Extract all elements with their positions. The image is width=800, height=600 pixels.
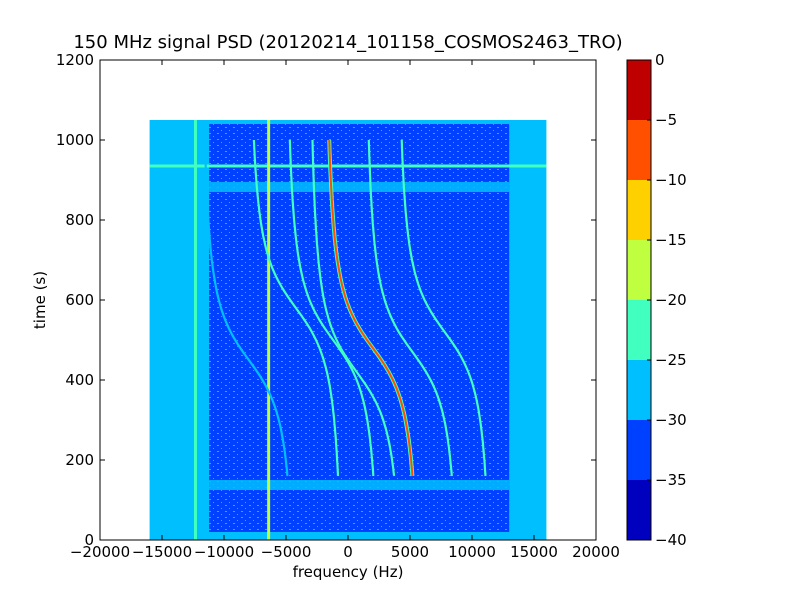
colorbar-segment (627, 240, 651, 300)
x-tick-label: −5000 (261, 543, 312, 561)
colorbar-tick-label: −10 (655, 171, 687, 189)
colorbar-tick-label: −25 (655, 351, 687, 369)
y-tick-label: 800 (65, 211, 94, 229)
colorbar-segment (627, 480, 651, 540)
doppler-track (288, 139, 375, 477)
colorbar-segment (627, 60, 651, 120)
doppler-track (203, 139, 289, 477)
chart-title: 150 MHz signal PSD (20120214_101158_COSM… (73, 32, 622, 53)
colorbar-segment (627, 420, 651, 480)
doppler-track (367, 139, 453, 477)
doppler-track (400, 139, 487, 477)
horizontal-band (149, 164, 547, 168)
interference-strip (209, 480, 510, 490)
colorbar-segment (627, 360, 651, 420)
y-tick-label: 400 (65, 371, 94, 389)
y-axis: 0 200 400 600 800 1000 1200 (56, 51, 596, 549)
x-tick-label: −10000 (194, 543, 254, 561)
x-tick-label: −20000 (70, 543, 130, 561)
x-tick-label: 5000 (391, 543, 429, 561)
y-tick-label: 1000 (56, 131, 94, 149)
carrier-line (193, 120, 197, 540)
colorbar-segment (627, 300, 651, 360)
colorbar-tick-label: −35 (655, 471, 687, 489)
x-tick-label: 0 (343, 543, 353, 561)
colorbar-tick-label: 0 (655, 51, 665, 69)
y-tick-label: 0 (84, 531, 94, 549)
colorbar: −40 −35 −30 −25 −20 −15 −10 −5 0 (626, 51, 687, 549)
x-axis-label: frequency (Hz) (293, 563, 404, 581)
x-tick-label: −15000 (132, 543, 192, 561)
x-tick-label: 15000 (510, 543, 558, 561)
y-tick-label: 600 (65, 291, 94, 309)
y-tick-label: 1200 (56, 51, 94, 69)
y-tick-label: 200 (65, 451, 94, 469)
x-axis: −20000 −15000 −10000 −5000 0 5000 10000 15000 20… (70, 60, 620, 561)
colorbar-tick-label: −20 (655, 291, 687, 309)
colorbar-segment (627, 120, 651, 180)
doppler-track (328, 139, 414, 477)
interference-strip (209, 182, 510, 192)
doppler-track (311, 139, 396, 477)
x-tick-label: 10000 (448, 543, 496, 561)
colorbar-tick-label: −15 (655, 231, 687, 249)
x-tick-label: 20000 (572, 543, 620, 561)
doppler-track (252, 139, 340, 477)
plot-area (149, 120, 547, 540)
colorbar-tick-label: −5 (655, 111, 677, 129)
colorbar-segment (627, 180, 651, 240)
y-axis-label: time (s) (31, 271, 49, 329)
carrier-line (267, 120, 271, 540)
colorbar-tick-label: −30 (655, 411, 687, 429)
colorbar-tick-label: −40 (655, 531, 687, 549)
